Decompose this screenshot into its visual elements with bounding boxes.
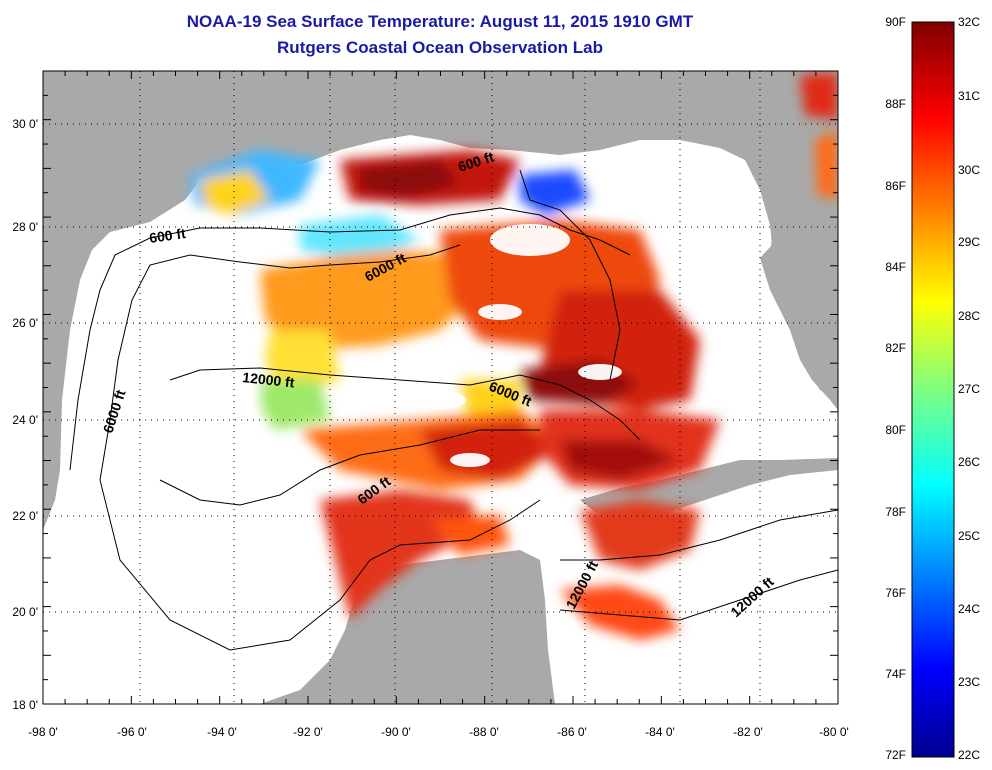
map-title: NOAA-19 Sea Surface Temperature: August … bbox=[186, 12, 694, 31]
lat-label: 18 0' bbox=[12, 698, 38, 712]
colorbar-c-label: 32C bbox=[958, 15, 980, 29]
longitude-labels: -98 0' -96 0' -94 0' -92 0' -90 0' -88 0… bbox=[28, 725, 849, 739]
colorbar-c-label: 22C bbox=[958, 748, 980, 762]
lat-label: 30 0' bbox=[12, 117, 38, 131]
lon-label: -80 0' bbox=[819, 725, 849, 739]
colorbar-c-label: 26C bbox=[958, 455, 980, 469]
colorbar-f-label: 72F bbox=[885, 748, 906, 762]
colorbar-c-label: 30C bbox=[958, 163, 980, 177]
lon-label: -94 0' bbox=[207, 725, 237, 739]
lon-label: -84 0' bbox=[645, 725, 675, 739]
temperature-colorbar bbox=[911, 21, 955, 758]
colorbar-c-label: 25C bbox=[958, 529, 980, 543]
colorbar-c-label: 31C bbox=[958, 89, 980, 103]
colorbar-c-label: 24C bbox=[958, 602, 980, 616]
colorbar-f-label: 80F bbox=[885, 423, 906, 437]
colorbar-c-label: 27C bbox=[958, 382, 980, 396]
colorbar-f-label: 90F bbox=[885, 15, 906, 29]
axis-ticks bbox=[42, 70, 839, 705]
yucatan-peninsula bbox=[260, 550, 555, 704]
colorbar-f-label: 82F bbox=[885, 341, 906, 355]
colorbar-fahrenheit-labels: 90F 88F 86F 84F 82F 80F 78F 76F 74F 72F bbox=[885, 15, 906, 762]
colorbar-f-label: 86F bbox=[885, 179, 906, 193]
contour-label-12000-center: 12000 ft bbox=[242, 369, 296, 390]
lon-label: -92 0' bbox=[293, 725, 323, 739]
contour-label-600-west: 600 ft bbox=[148, 225, 187, 246]
lon-label: -90 0' bbox=[381, 725, 411, 739]
lon-label: -82 0' bbox=[733, 725, 763, 739]
lat-label: 26 0' bbox=[12, 316, 38, 330]
colorbar-c-label: 29C bbox=[958, 235, 980, 249]
colorbar-f-label: 74F bbox=[885, 667, 906, 681]
colorbar-f-label: 78F bbox=[885, 505, 906, 519]
map-subtitle: Rutgers Coastal Ocean Observation Lab bbox=[277, 38, 603, 57]
lon-label: -88 0' bbox=[469, 725, 499, 739]
lon-label: -96 0' bbox=[117, 725, 147, 739]
latitude-labels: 30 0' 28 0' 26 0' 24 0' 22 0' 20 0' 18 0… bbox=[12, 117, 38, 712]
colorbar-c-label: 23C bbox=[958, 675, 980, 689]
lat-label: 28 0' bbox=[12, 220, 38, 234]
lat-label: 24 0' bbox=[12, 413, 38, 427]
graticule bbox=[43, 71, 838, 704]
colorbar-celsius-labels: 32C 31C 30C 29C 28C 27C 26C 25C 24C 23C … bbox=[958, 15, 980, 762]
colorbar-f-label: 76F bbox=[885, 586, 906, 600]
sst-overlay bbox=[190, 72, 838, 640]
colorbar-c-label: 28C bbox=[958, 309, 980, 323]
lat-label: 22 0' bbox=[12, 509, 38, 523]
lon-label: -86 0' bbox=[557, 725, 587, 739]
colorbar-f-label: 88F bbox=[885, 97, 906, 111]
lat-label: 20 0' bbox=[12, 605, 38, 619]
colorbar-f-label: 84F bbox=[885, 260, 906, 274]
bathymetry-contours bbox=[69, 169, 838, 651]
lon-label: -98 0' bbox=[28, 725, 58, 739]
